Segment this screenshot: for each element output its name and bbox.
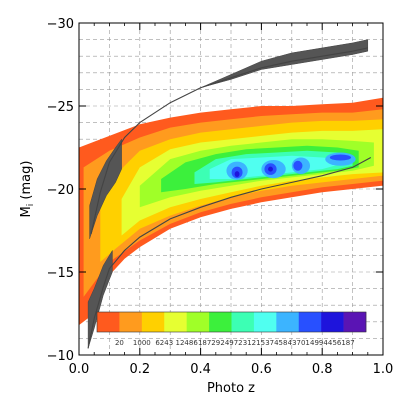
density-peak-9 (293, 160, 303, 171)
y-axis-label: Mi (mag) (19, 161, 36, 218)
limit-band-1 (89, 138, 122, 239)
y-tick-label: −25 (47, 100, 74, 115)
y-axis-label-sub: i (26, 204, 36, 207)
y-tick-label: −10 (47, 349, 74, 364)
colorbar-swatch (209, 312, 232, 332)
y-axis-label-main: M (19, 206, 34, 217)
colorbar-label: 20 (115, 339, 124, 347)
colorbar-swatch (119, 312, 143, 332)
colorbar-label: 6243 (155, 339, 173, 347)
x-axis-label: Photo z (207, 381, 255, 396)
density-peak-10 (234, 171, 240, 178)
density-peak-10 (268, 166, 273, 172)
colorbar-swatch (97, 312, 120, 332)
limit-curve-1 (87, 157, 372, 349)
x-ticks: 0.0 0.2 0.4 0.6 0.8 1.0 (69, 23, 394, 377)
limit-curve-0 (90, 47, 368, 234)
colorbar-swatch (164, 312, 187, 332)
x-tick-label: 0.6 (251, 362, 272, 377)
colorbar-swatch (186, 312, 210, 332)
y-tick-label: −30 (47, 17, 74, 32)
colorbar-label: 12486 (176, 339, 199, 347)
y-axis-label-unit: (mag) (19, 161, 34, 204)
colorbar-label: 18729 (198, 339, 220, 347)
y-tick-label: −15 (47, 266, 74, 281)
x-tick-label: 0.8 (312, 362, 333, 377)
x-tick-label: 0.4 (190, 362, 211, 377)
colorbar-swatch (298, 312, 322, 332)
x-tick-label: 0.2 (129, 362, 150, 377)
colorbar-label: 24972 (220, 339, 242, 347)
colorbar-swatch (321, 312, 344, 332)
plot-data (79, 39, 383, 349)
colorbar-swatch (276, 312, 300, 332)
colorbar-label: 37458 (265, 339, 287, 347)
colorbar-swatch (253, 312, 277, 332)
colorbar-border (96, 311, 367, 333)
y-ticks: −30 −25 −20 −15 −10 (47, 17, 383, 364)
y-tick-label: −20 (47, 183, 74, 198)
colorbar-swatch (141, 312, 165, 332)
colorbar-label: 1000 (133, 339, 151, 347)
colorbar-label: 43701 (288, 339, 310, 347)
colorbar-swatch (231, 312, 255, 332)
limit-band-0 (200, 39, 369, 88)
colorbar-label: 31215 (243, 339, 265, 347)
density-peak-9 (329, 154, 352, 161)
x-tick-label: 1.0 (373, 362, 394, 377)
colorbar-label: 49944 (310, 339, 333, 347)
colorbar: 20 1000 6243 12486 18729 24972 31215 37458 43701… (96, 311, 367, 347)
colorbar-label: 56187 (332, 339, 354, 347)
x-tick-label: 0.0 (69, 362, 90, 377)
colorbar-swatch (343, 312, 367, 332)
